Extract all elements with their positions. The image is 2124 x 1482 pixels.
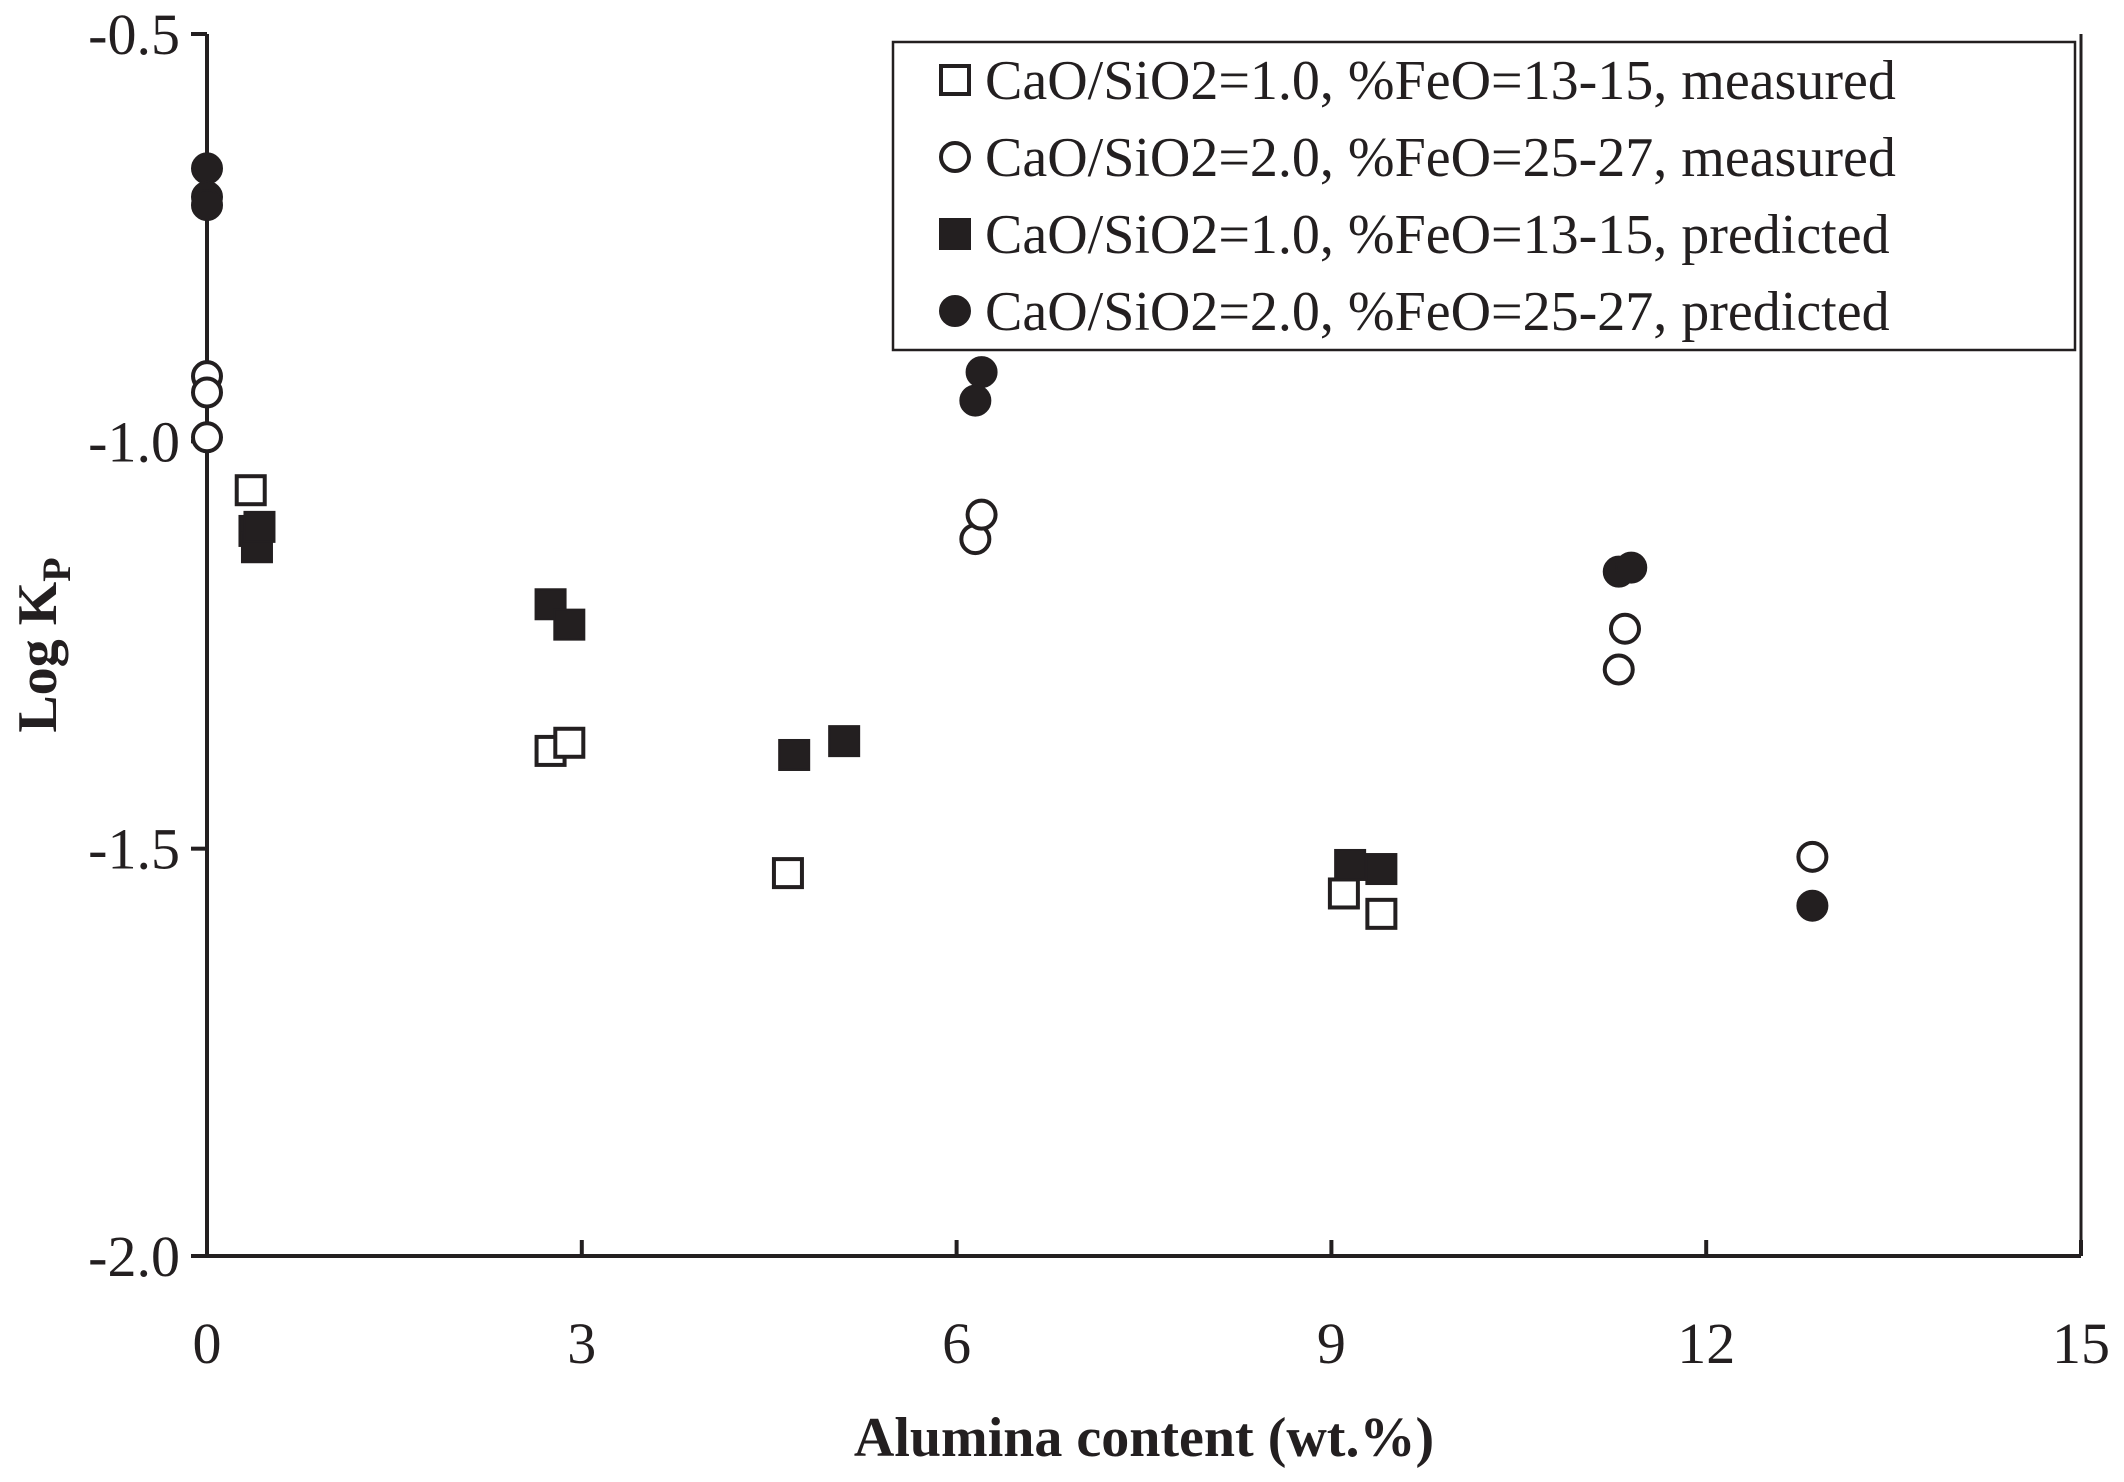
data-point-series-4 [959, 384, 992, 417]
y-ticks: -0.5 -1.0 -1.5 -2.0 [88, 2, 207, 1289]
legend-label-series-3: CaO/SiO2=1.0, %FeO=13-15, predicted [985, 204, 1890, 266]
data-point-series-4 [191, 189, 223, 222]
axes [205, 34, 2083, 1258]
data-point-series-3 [828, 725, 861, 758]
data-point-series-4 [1615, 551, 1648, 584]
data-point-series-3 [243, 510, 276, 543]
y-axis-title-main: Log K [7, 581, 69, 732]
data-point-series-3 [553, 608, 586, 641]
data-point-series-1 [234, 474, 267, 507]
data-point-series-1 [771, 857, 804, 890]
legend-label-series-4: CaO/SiO2=2.0, %FeO=25-27, predicted [985, 281, 1890, 343]
data-point-series-4 [191, 152, 223, 185]
legend-marker-series-4 [939, 295, 971, 327]
data-point-series-2 [191, 421, 223, 454]
data-point-series-2 [965, 498, 998, 531]
x-axis-title: Alumina content (wt.%) [854, 1407, 1434, 1469]
legend-entries: CaO/SiO2=1.0, %FeO=13-15, measured CaO/Si… [939, 50, 1896, 343]
data-point-series-2 [191, 376, 223, 409]
x-ticks: 0 3 6 9 12 15 [193, 1240, 2110, 1376]
y-tick-label: -2.0 [88, 1224, 180, 1289]
data-point-series-3 [1365, 853, 1398, 886]
x-tick-label: 15 [2052, 1311, 2110, 1376]
y-axis-title-subscript: P [34, 557, 79, 581]
x-tick-label: 3 [567, 1311, 596, 1376]
data-point-series-2 [1796, 840, 1829, 873]
legend-label-series-1: CaO/SiO2=1.0, %FeO=13-15, measured [985, 50, 1896, 112]
legend-marker-series-3 [939, 218, 971, 250]
y-tick-label: -1.0 [88, 409, 180, 474]
data-point-series-1 [1365, 897, 1398, 930]
legend-marker-series-2 [939, 141, 971, 173]
legend-box [891, 40, 2077, 352]
data-point-series-4 [965, 356, 998, 389]
x-tick-label: 9 [1317, 1311, 1346, 1376]
y-tick-label: -0.5 [88, 2, 180, 67]
legend-marker-series-1 [939, 64, 971, 96]
data-points [191, 152, 1829, 930]
data-point-series-1 [1327, 877, 1360, 910]
x-tick-label: 6 [942, 1311, 971, 1376]
legend-label-series-2: CaO/SiO2=2.0, %FeO=25-27, measured [985, 127, 1896, 189]
data-point-series-2 [1608, 612, 1641, 645]
y-tick-label: -1.5 [88, 817, 180, 882]
y-axis-title: Log KP [7, 557, 79, 732]
legend: CaO/SiO2=1.0, %FeO=13-15, measured CaO/Si… [891, 40, 2077, 352]
x-tick-label: 0 [193, 1311, 222, 1376]
data-point-series-3 [778, 738, 811, 771]
data-point-series-1 [553, 726, 586, 759]
data-point-series-4 [1796, 889, 1829, 922]
x-tick-label: 12 [1677, 1311, 1735, 1376]
data-point-series-2 [1602, 653, 1635, 686]
data-point-series-3 [1334, 848, 1367, 881]
